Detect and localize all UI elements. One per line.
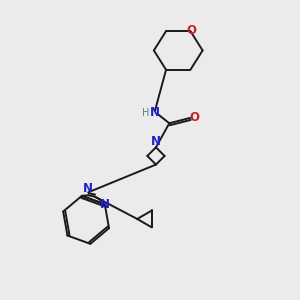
Text: H: H bbox=[142, 108, 150, 118]
Text: N: N bbox=[99, 198, 110, 211]
Text: N: N bbox=[151, 135, 161, 148]
Text: N: N bbox=[150, 106, 160, 119]
Text: O: O bbox=[187, 24, 196, 37]
Text: N: N bbox=[83, 182, 93, 195]
Text: O: O bbox=[189, 110, 199, 124]
